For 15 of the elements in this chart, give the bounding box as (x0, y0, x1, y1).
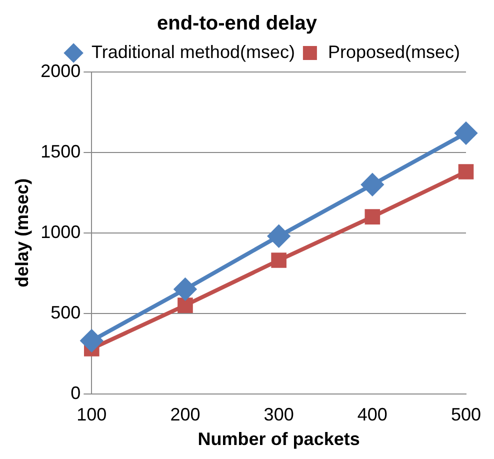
y-axis-title: delay (msec) (12, 178, 32, 288)
x-axis-title: Number of packets (198, 429, 360, 450)
legend-label: Traditional method(msec) (92, 42, 295, 62)
y-tick-label: 1000 (40, 222, 81, 242)
x-tick-label: 200 (170, 404, 200, 425)
x-tick-label: 300 (264, 404, 294, 425)
x-tick-label: 500 (450, 404, 482, 425)
x-tick-label: 400 (357, 404, 388, 425)
legend-label: Proposed(msec) (328, 42, 460, 62)
y-tick-label: 500 (50, 302, 81, 322)
x-tick-label: 100 (76, 404, 107, 425)
chart-title: end-to-end delay (156, 12, 318, 35)
y-tick-label: 1500 (40, 141, 81, 162)
y-tick-label: 0 (70, 382, 81, 403)
y-tick-label: 2000 (40, 60, 81, 81)
